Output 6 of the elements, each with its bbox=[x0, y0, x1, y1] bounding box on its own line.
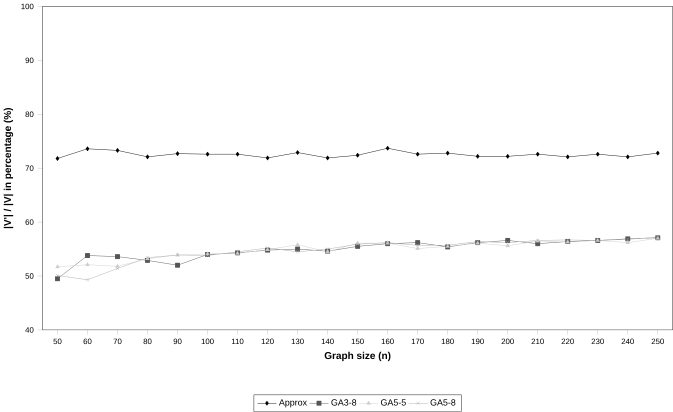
legend-label: GA5-8 bbox=[430, 399, 456, 406]
legend-label: GA5-5 bbox=[380, 399, 406, 406]
legend-label: Approx bbox=[278, 399, 307, 408]
y-axis-title: |V'| / |V| in percentage (%) bbox=[4, 108, 14, 228]
x-axis-title: Graph size (n) bbox=[324, 352, 390, 362]
legend-label: GA3-8 bbox=[331, 399, 356, 406]
